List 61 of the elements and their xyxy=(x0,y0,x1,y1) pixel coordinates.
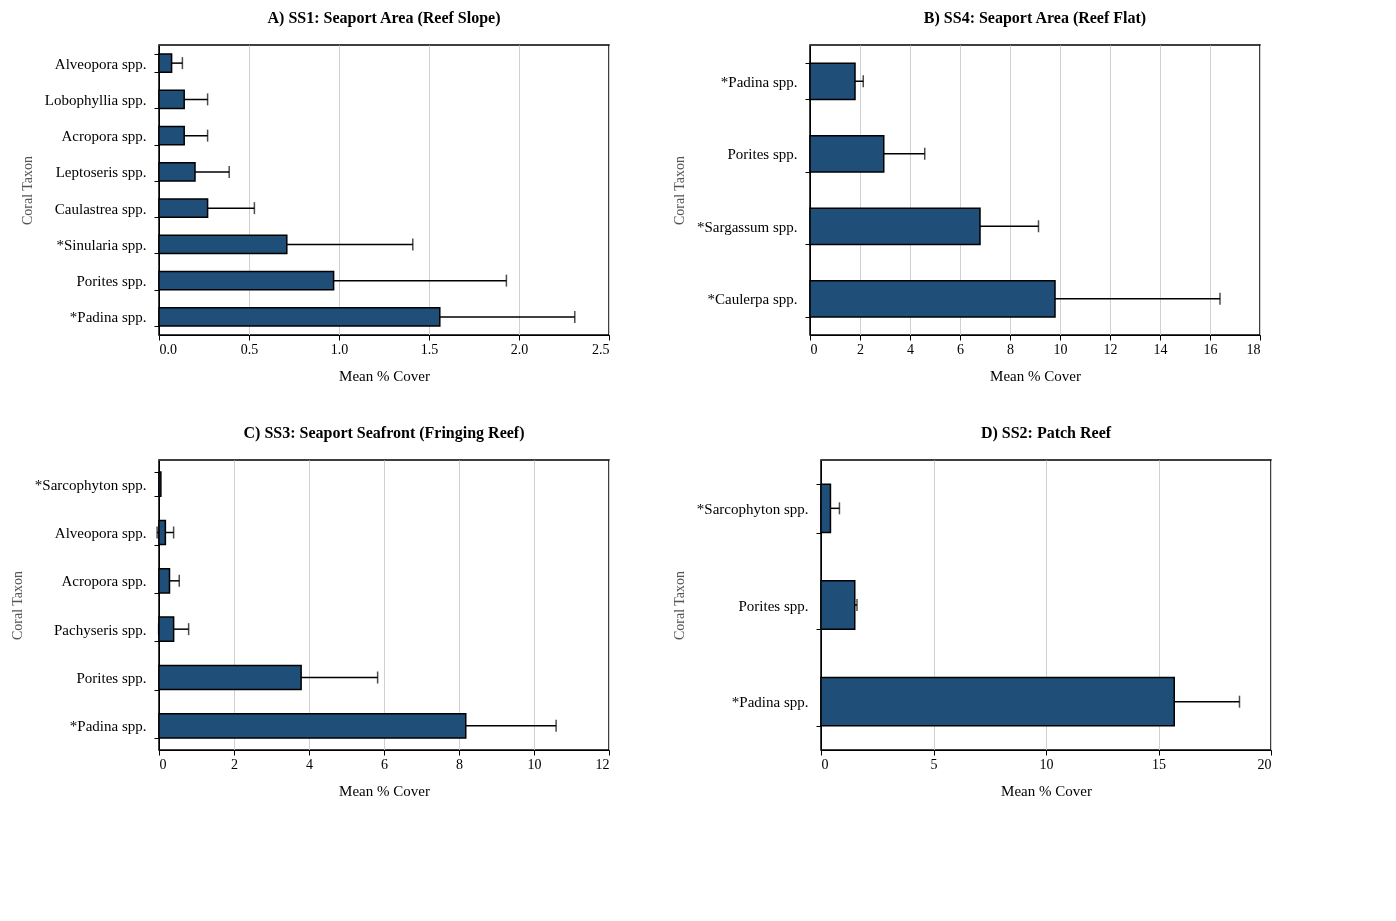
chart-title: D) SS2: Patch Reef xyxy=(980,424,1112,442)
y-tick-label: Alveopora spp. xyxy=(54,55,147,72)
y-tick-label: *Caulerpa spp. xyxy=(707,291,798,308)
x-tick-label: 14 xyxy=(1153,341,1168,357)
chart-title: A) SS1: Seaport Area (Reef Slope) xyxy=(267,9,501,27)
x-tick-label: 8 xyxy=(1007,341,1014,357)
x-tick-label: 0 xyxy=(810,341,818,357)
y-tick-label: *Padina spp. xyxy=(69,309,147,326)
x-axis-title: Mean % Cover xyxy=(339,367,430,384)
x-tick-label: 12 xyxy=(595,756,610,772)
y-axis-title: Coral Taxon xyxy=(671,570,687,641)
x-tick-label: 6 xyxy=(957,341,964,357)
x-tick-label: 10 xyxy=(1039,756,1054,772)
x-tick-label: 4 xyxy=(306,756,313,772)
y-tick-label: *Sarcophyton spp. xyxy=(34,476,147,493)
x-tick-label: 20 xyxy=(1257,756,1272,772)
x-tick-label: 15 xyxy=(1152,756,1166,772)
x-tick-label: 0 xyxy=(821,756,829,772)
y-tick-label: *Padina spp. xyxy=(720,73,798,90)
x-tick-label: 0 xyxy=(159,756,167,772)
x-axis-title: Mean % Cover xyxy=(990,367,1081,384)
x-axis-title: Mean % Cover xyxy=(1001,782,1092,799)
x-tick-label: 10 xyxy=(527,756,542,772)
x-tick-label: 12 xyxy=(1103,341,1118,357)
y-axis-title: Coral Taxon xyxy=(671,155,687,226)
y-tick-label: Alveopora spp. xyxy=(54,525,147,541)
x-tick-label: 1.0 xyxy=(330,341,349,357)
x-tick-label: 1.5 xyxy=(420,341,439,357)
x-tick-label: 2.0 xyxy=(510,341,529,357)
y-tick-label: Porites spp. xyxy=(727,146,798,163)
x-tick-label: 16 xyxy=(1203,341,1218,357)
x-tick-label: 18 xyxy=(1246,341,1261,357)
x-tick-label: 6 xyxy=(381,756,388,772)
y-tick-label: Acropora spp. xyxy=(61,128,147,145)
x-axis-title: Mean % Cover xyxy=(339,782,430,799)
y-tick-label: Porites spp. xyxy=(76,670,147,686)
y-tick-label: Lobophyllia spp. xyxy=(44,91,147,108)
y-tick-label: *Sargassum spp. xyxy=(696,218,798,235)
chart-title: B) SS4: Seaport Area (Reef Flat) xyxy=(923,9,1147,27)
y-tick-label: Caulastrea spp. xyxy=(54,200,147,217)
x-tick-label: 8 xyxy=(456,756,463,772)
x-tick-label: 0.0 xyxy=(159,341,177,357)
x-tick-label: 2 xyxy=(231,756,238,772)
y-tick-label: *Padina spp. xyxy=(69,718,147,735)
y-tick-label: Porites spp. xyxy=(76,273,147,290)
x-tick-label: 5 xyxy=(930,756,938,772)
y-axis-title: Coral Taxon xyxy=(19,155,35,226)
y-tick-label: Leptoseris spp. xyxy=(55,164,147,181)
y-tick-label: Pachyseris spp. xyxy=(54,621,147,638)
x-tick-label: 10 xyxy=(1053,341,1068,357)
chart-title: C) SS3: Seaport Seafront (Fringing Reef) xyxy=(243,424,525,442)
y-tick-label: *Sinularia spp. xyxy=(56,236,147,253)
y-axis-title: Coral Taxon xyxy=(9,570,25,641)
y-tick-label: Acropora spp. xyxy=(61,573,147,590)
y-tick-label: *Sarcophyton spp. xyxy=(696,500,809,517)
y-tick-label: Porites spp. xyxy=(738,597,809,614)
x-tick-label: 2 xyxy=(857,341,864,357)
x-tick-label: 4 xyxy=(907,341,914,357)
x-tick-label: 0.5 xyxy=(240,341,259,357)
y-tick-label: *Padina spp. xyxy=(731,694,809,711)
x-tick-label: 2.5 xyxy=(592,341,610,357)
